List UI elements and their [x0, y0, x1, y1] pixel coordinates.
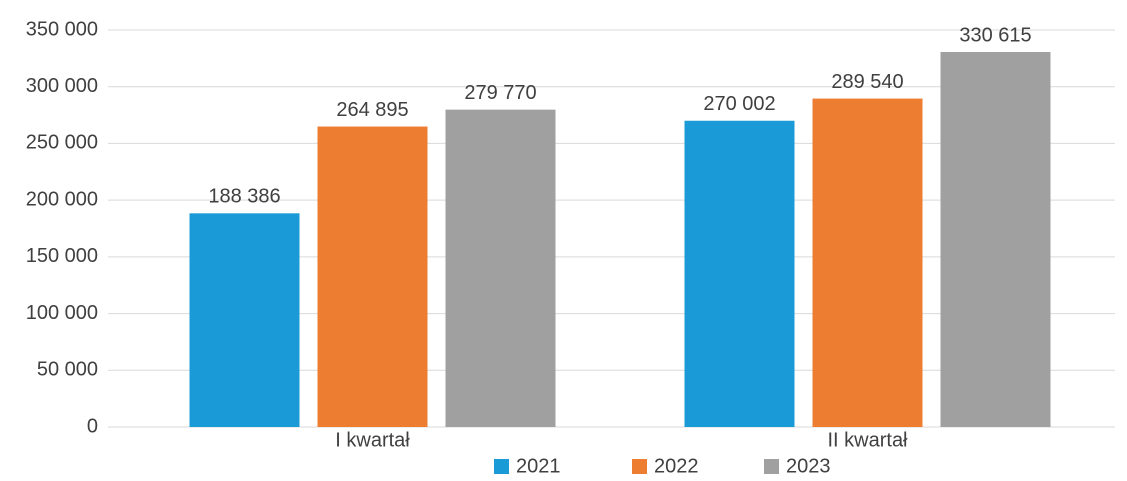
legend-swatch	[494, 459, 509, 474]
legend-label: 2021	[516, 455, 561, 477]
y-tick-label: 150 000	[26, 245, 98, 267]
legend-swatch	[632, 459, 647, 474]
y-tick-label: 100 000	[26, 302, 98, 324]
data-label: 188 386	[208, 186, 280, 208]
x-tick-label: II kwartał	[827, 429, 908, 451]
data-label: 289 540	[831, 71, 903, 93]
bar	[317, 126, 428, 427]
data-label: 270 002	[703, 93, 775, 115]
legend-swatch	[764, 459, 779, 474]
data-label: 330 615	[959, 24, 1031, 46]
bar	[684, 120, 795, 427]
data-label: 279 770	[464, 82, 536, 104]
y-tick-label: 300 000	[26, 75, 98, 97]
y-tick-label: 0	[87, 415, 98, 437]
y-tick-label: 250 000	[26, 132, 98, 154]
y-tick-label: 200 000	[26, 188, 98, 210]
y-tick-label: 50 000	[37, 359, 98, 381]
x-tick-label: I kwartał	[335, 429, 410, 451]
bar	[189, 213, 300, 427]
bar	[940, 51, 1051, 427]
bar	[445, 109, 556, 427]
legend-label: 2023	[786, 455, 831, 477]
bar	[812, 98, 923, 427]
legend-label: 2022	[654, 455, 699, 477]
y-tick-label: 350 000	[26, 18, 98, 40]
data-label: 264 895	[336, 99, 408, 121]
